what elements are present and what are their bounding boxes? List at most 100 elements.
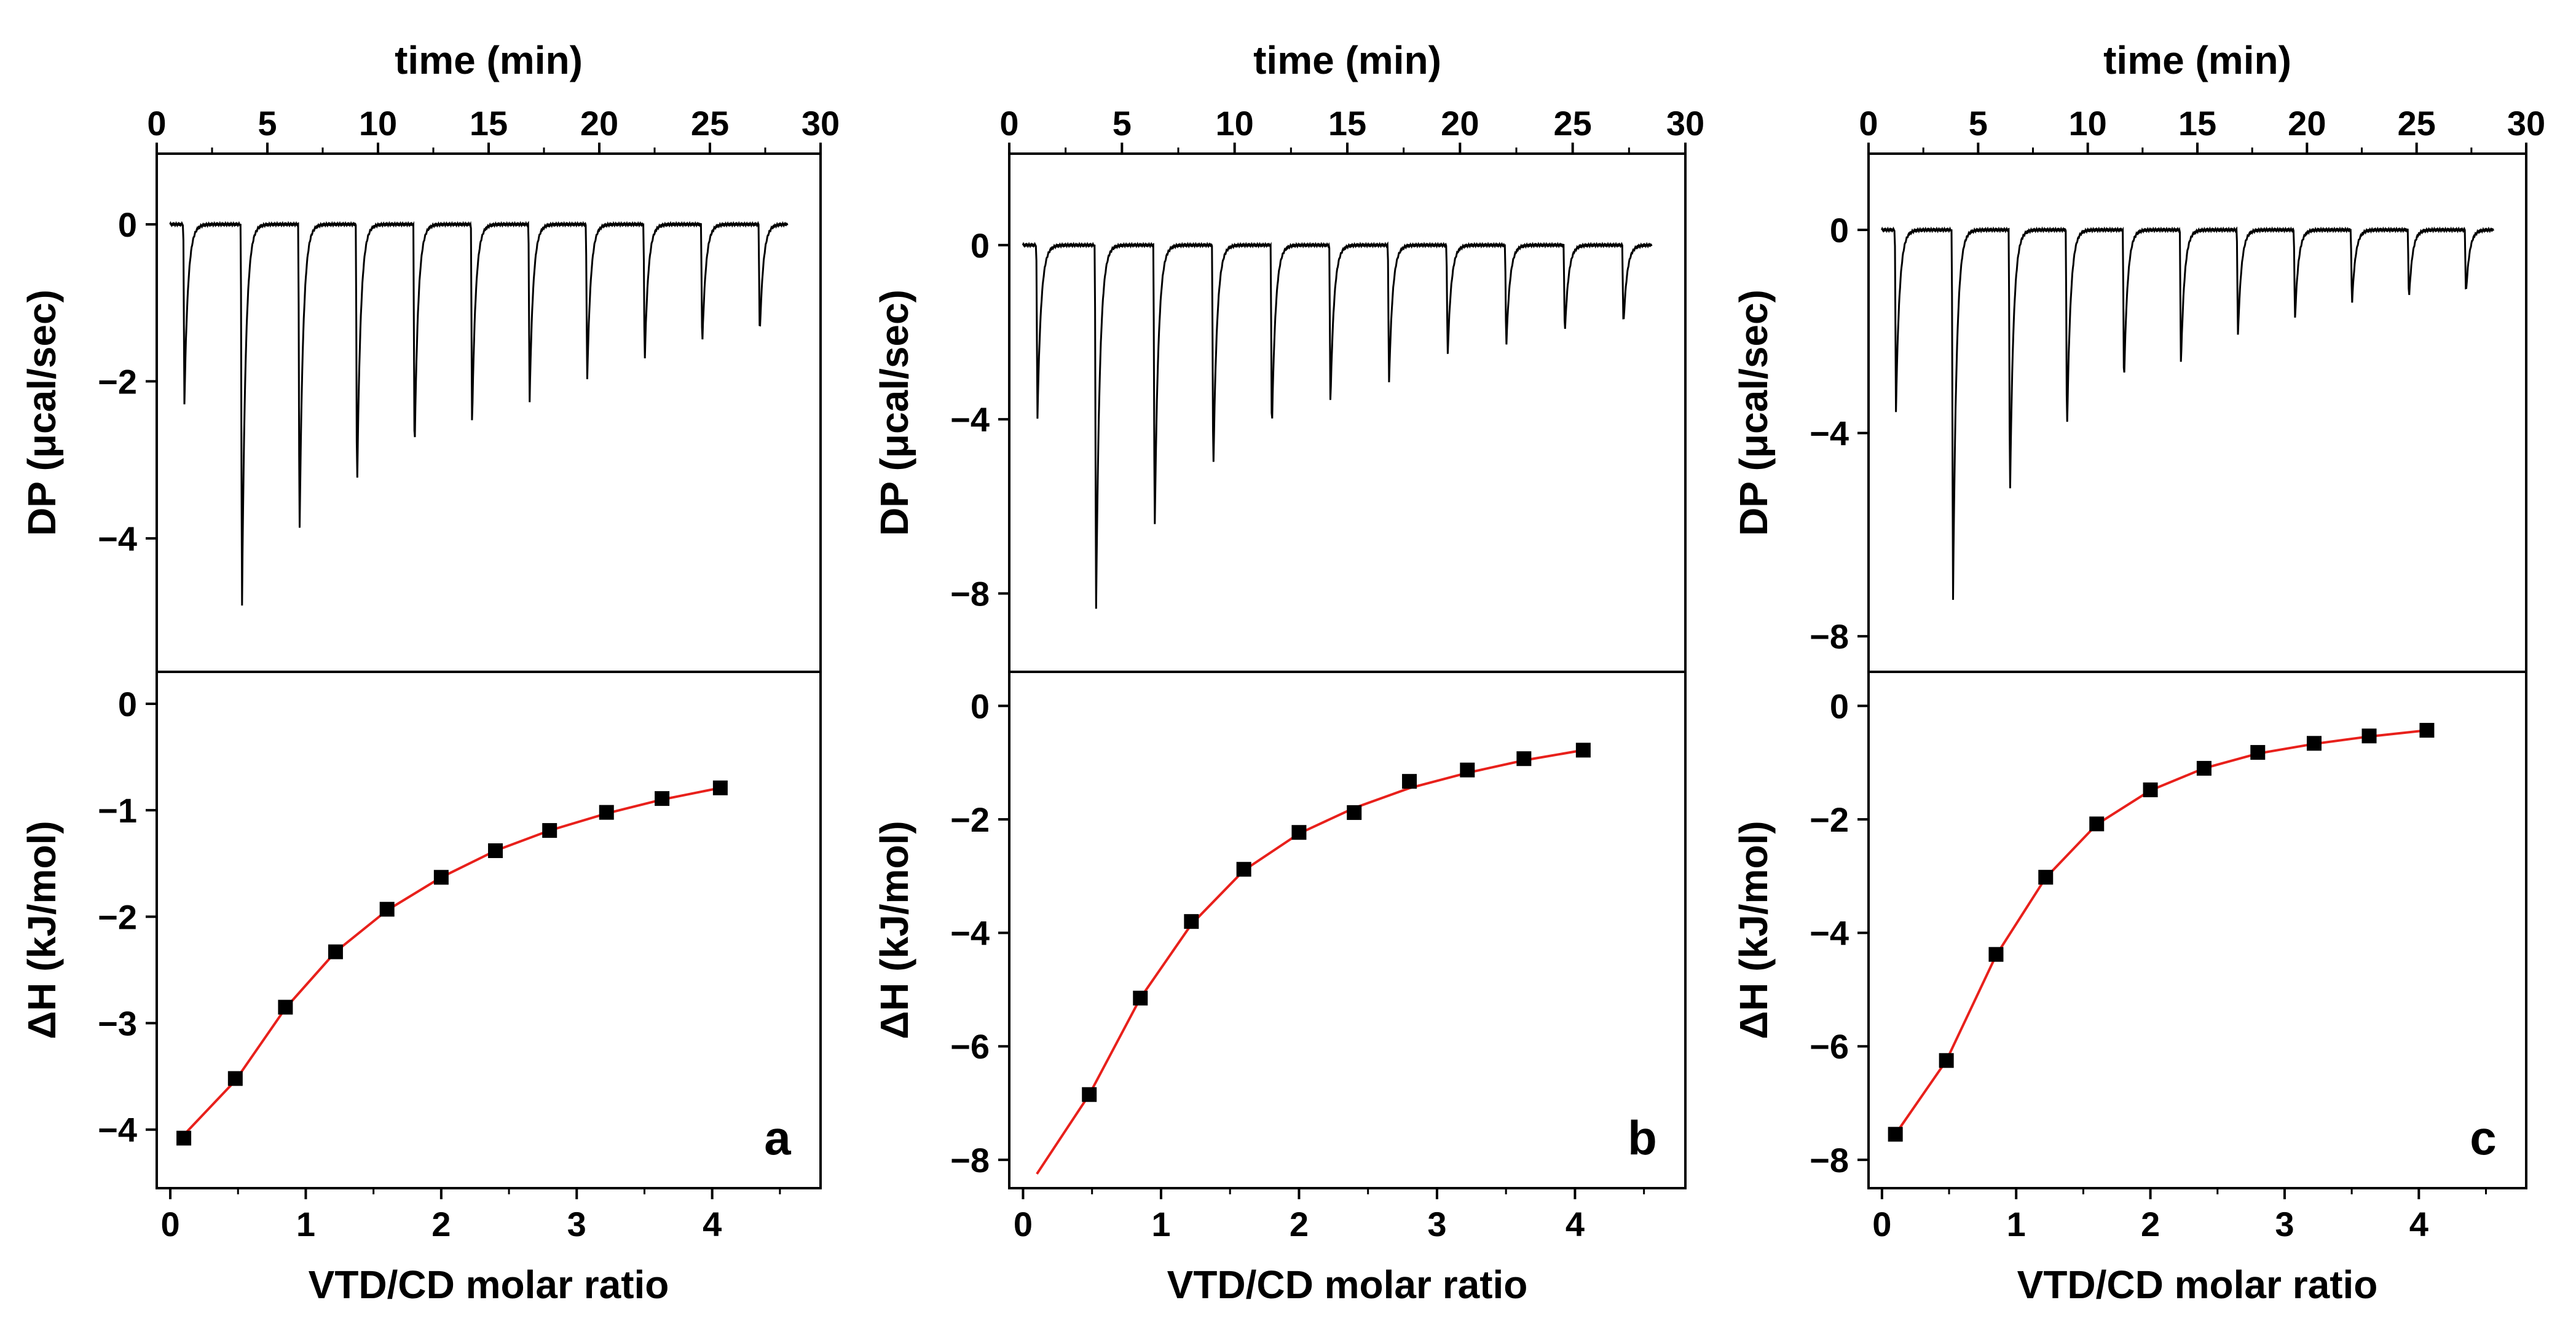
dh-tick-label: −3 (98, 1004, 137, 1043)
isotherm-frame (1867, 671, 2527, 1189)
dh-axis-title: ΔH (kJ/mol) (872, 821, 916, 1039)
dh-tick-label: −8 (1810, 1141, 1849, 1180)
data-point (2306, 736, 2322, 751)
data-point (1888, 1127, 1903, 1142)
data-point (2143, 782, 2158, 797)
ratio-tick-label: 0 (1014, 1205, 1033, 1243)
panel-letter: a (764, 1111, 791, 1165)
fit-line (1894, 729, 2427, 1135)
thermogram-trace (1022, 241, 1653, 609)
time-tick-label: 5 (258, 104, 277, 143)
time-tick-label: 15 (2178, 104, 2216, 143)
data-point (379, 902, 395, 917)
dh-tick-label: −8 (950, 1141, 990, 1180)
bottom-axis-title: VTD/CD molar ratio (2017, 1263, 2378, 1307)
ratio-tick-label: 4 (2409, 1205, 2428, 1243)
data-point (2419, 723, 2435, 738)
dp-axis-title: DP (μcal/sec) (20, 290, 64, 536)
time-tick-label: 25 (691, 104, 729, 143)
dh-tick-label: −4 (950, 914, 990, 953)
time-tick-label: 5 (1113, 104, 1132, 143)
time-tick-label: 15 (1328, 104, 1366, 143)
time-tick-label: 20 (1441, 104, 1479, 143)
data-point (2196, 760, 2212, 776)
data-point (1133, 990, 1148, 1006)
bottom-axis-title: VTD/CD molar ratio (309, 1263, 669, 1307)
dh-tick-label: −4 (1810, 914, 1849, 953)
fit-line (183, 786, 721, 1136)
dh-tick-label: 0 (118, 685, 137, 723)
thermogram-trace (1881, 226, 2494, 600)
ratio-tick-label: 2 (1290, 1205, 1309, 1243)
data-point (1575, 743, 1591, 758)
data-point (1939, 1053, 1954, 1068)
panel-letter: c (2470, 1111, 2496, 1165)
time-tick-label: 30 (2507, 104, 2545, 143)
data-point (2250, 745, 2266, 760)
dh-tick-label: −6 (950, 1027, 990, 1066)
data-point (433, 870, 449, 885)
isotherm-frame (156, 671, 822, 1189)
time-tick-label: 0 (999, 104, 1018, 143)
data-point (1988, 947, 2004, 962)
time-tick-label: 30 (1666, 104, 1704, 143)
ratio-tick-label: 1 (296, 1205, 315, 1243)
data-point (2361, 728, 2377, 744)
panel-a: 0 5 10 15 20 25 30 0 −2 −4 0 1 2 3 4 0 −1 −2 −3 −4 time (min… (20, 38, 840, 1307)
data-point (542, 823, 557, 838)
ratio-tick-label: 2 (2141, 1205, 2160, 1243)
data-point (1347, 805, 1362, 820)
dp-tick-label: 0 (118, 205, 137, 244)
data-point (278, 999, 293, 1015)
data-point (712, 780, 728, 795)
top-axis-title: time (min) (1253, 38, 1441, 82)
dh-tick-label: −2 (1810, 800, 1849, 839)
dh-tick-label: −1 (98, 791, 137, 830)
ratio-tick-label: 4 (1566, 1205, 1585, 1243)
ratio-tick-label: 0 (160, 1205, 179, 1243)
top-axis-title: time (min) (395, 38, 583, 82)
data-point (1184, 914, 1199, 929)
ratio-tick-label: 0 (1872, 1205, 1891, 1243)
data-point (328, 944, 343, 960)
dp-tick-label: −8 (1810, 617, 1849, 656)
isotherm-frame (1008, 671, 1687, 1189)
panel-b: 0 5 10 15 20 25 30 0 −4 −8 0 1 2 3 4 0 −2 −4 −6 −8 time (min… (872, 38, 1704, 1307)
dp-tick-label: −8 (950, 574, 990, 613)
data-point (2089, 816, 2105, 832)
data-point (599, 805, 614, 820)
dp-tick-label: −2 (98, 362, 137, 401)
time-tick-label: 10 (2069, 104, 2107, 143)
top-axis-title: time (min) (2103, 38, 2291, 82)
dp-axis-title: DP (μcal/sec) (1731, 290, 1776, 536)
dh-tick-label: −2 (98, 897, 137, 936)
dh-axis-title: ΔH (kJ/mol) (20, 821, 64, 1039)
data-point (1516, 751, 1532, 766)
data-point (1291, 825, 1307, 840)
dh-tick-label: −6 (1810, 1027, 1849, 1066)
dp-tick-label: −4 (98, 519, 137, 558)
data-point (2038, 870, 2054, 885)
dh-tick-label: 0 (1830, 687, 1849, 725)
time-tick-label: 0 (1859, 104, 1878, 143)
dp-tick-label: −4 (950, 400, 990, 439)
dh-axis-title: ΔH (kJ/mol) (1731, 821, 1776, 1039)
data-point (176, 1130, 192, 1146)
dp-tick-label: 0 (971, 226, 990, 265)
panel-c: 0 5 10 15 20 25 30 0 −4 −8 0 1 2 3 4 0 −2 −4 −6 −8 time (min… (1731, 38, 2545, 1307)
time-tick-label: 10 (1216, 104, 1254, 143)
ratio-tick-label: 4 (703, 1205, 722, 1243)
time-tick-label: 5 (1969, 104, 1988, 143)
time-tick-label: 30 (802, 104, 840, 143)
dh-tick-label: −4 (98, 1111, 137, 1149)
data-point (655, 791, 670, 806)
fit-line (1036, 749, 1584, 1175)
time-tick-label: 25 (1554, 104, 1592, 143)
dh-tick-label: 0 (971, 687, 990, 725)
ratio-tick-label: 3 (2275, 1205, 2294, 1243)
time-tick-label: 10 (359, 104, 397, 143)
ratio-tick-label: 1 (2007, 1205, 2026, 1243)
data-point (1460, 762, 1475, 778)
